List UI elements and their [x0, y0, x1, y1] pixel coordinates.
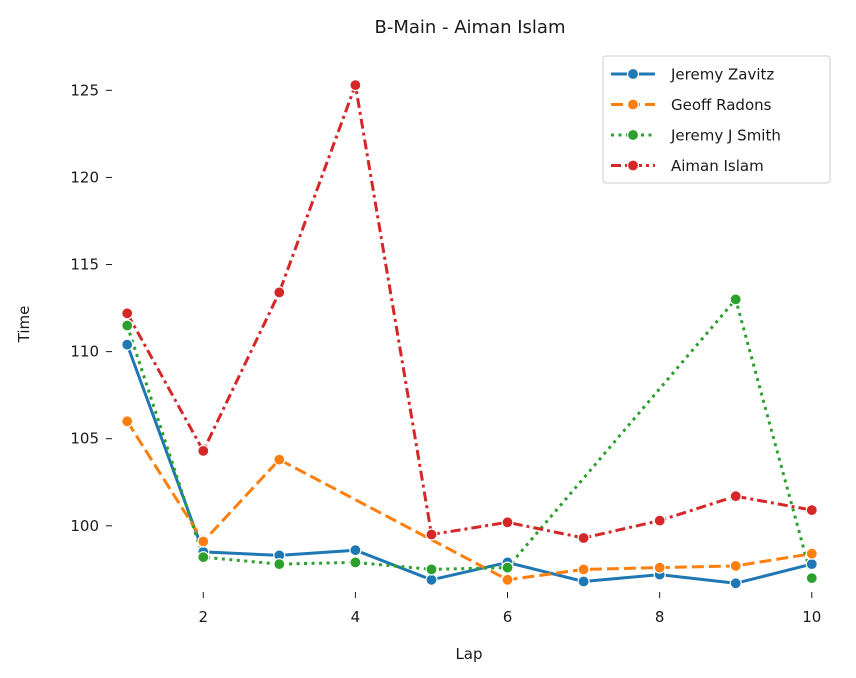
data-point [501, 516, 514, 529]
x-tick-label: 8 [655, 608, 665, 626]
data-point [805, 504, 818, 517]
legend-label: Jeremy J Smith [670, 127, 781, 145]
data-point [197, 444, 210, 457]
data-point [729, 559, 742, 573]
x-tick-label: 2 [199, 608, 209, 626]
y-tick-label: 110 [70, 343, 99, 361]
data-point [121, 307, 134, 320]
data-point [121, 415, 134, 428]
data-point [273, 286, 286, 299]
data-point [653, 561, 666, 574]
x-tick-label: 6 [503, 608, 513, 626]
data-point [501, 573, 514, 586]
x-tick-label: 4 [351, 608, 361, 626]
legend-box [602, 55, 831, 184]
data-point [197, 535, 210, 548]
series-markers [121, 78, 818, 590]
data-point [577, 575, 590, 588]
y-tick-label: 105 [70, 430, 99, 448]
data-point [577, 531, 590, 545]
series-lines [125, 83, 814, 585]
y-tick-label: 120 [70, 168, 99, 186]
legend-label: Aiman Islam [671, 157, 764, 175]
series-line [125, 344, 813, 585]
data-point [729, 293, 742, 306]
data-point [273, 453, 286, 466]
y-tick-label: 100 [70, 517, 99, 535]
legend-marker [626, 67, 640, 81]
data-point [349, 556, 362, 569]
legend: Jeremy Zavitz Geoff Radons Jeremy J Smith A… [602, 55, 831, 184]
data-point [349, 544, 362, 557]
data-point [501, 561, 514, 574]
data-point [805, 557, 818, 571]
series-line [125, 83, 813, 540]
y-axis-label: Time [15, 306, 33, 344]
data-point [729, 577, 742, 590]
y-tick-label: 115 [70, 256, 99, 274]
data-point [425, 528, 438, 541]
data-point [425, 563, 438, 576]
series-line [125, 420, 813, 582]
axis-ticks: 2 4 6 8 10 100 105 110 115 120 125 [70, 81, 821, 626]
data-point [577, 563, 590, 576]
series-line [125, 297, 814, 579]
legend-label: Geoff Radons [671, 96, 772, 114]
data-point [805, 571, 818, 585]
data-point [425, 573, 438, 586]
data-point [121, 338, 134, 351]
x-tick-label: 10 [802, 608, 821, 626]
legend-marker [626, 128, 640, 142]
data-point [805, 547, 818, 560]
legend-marker [626, 159, 640, 172]
chart-title: B-Main - Aiman Islam [374, 17, 565, 38]
legend-marker [626, 98, 640, 111]
data-point [121, 319, 134, 332]
y-tick-label: 125 [70, 81, 99, 99]
data-point [349, 78, 362, 92]
x-axis-label: Lap [455, 645, 482, 663]
data-point [729, 490, 742, 503]
data-point [197, 551, 210, 564]
legend-label: Jeremy Zavitz [670, 66, 774, 84]
data-point [653, 514, 666, 527]
data-point [273, 557, 286, 571]
